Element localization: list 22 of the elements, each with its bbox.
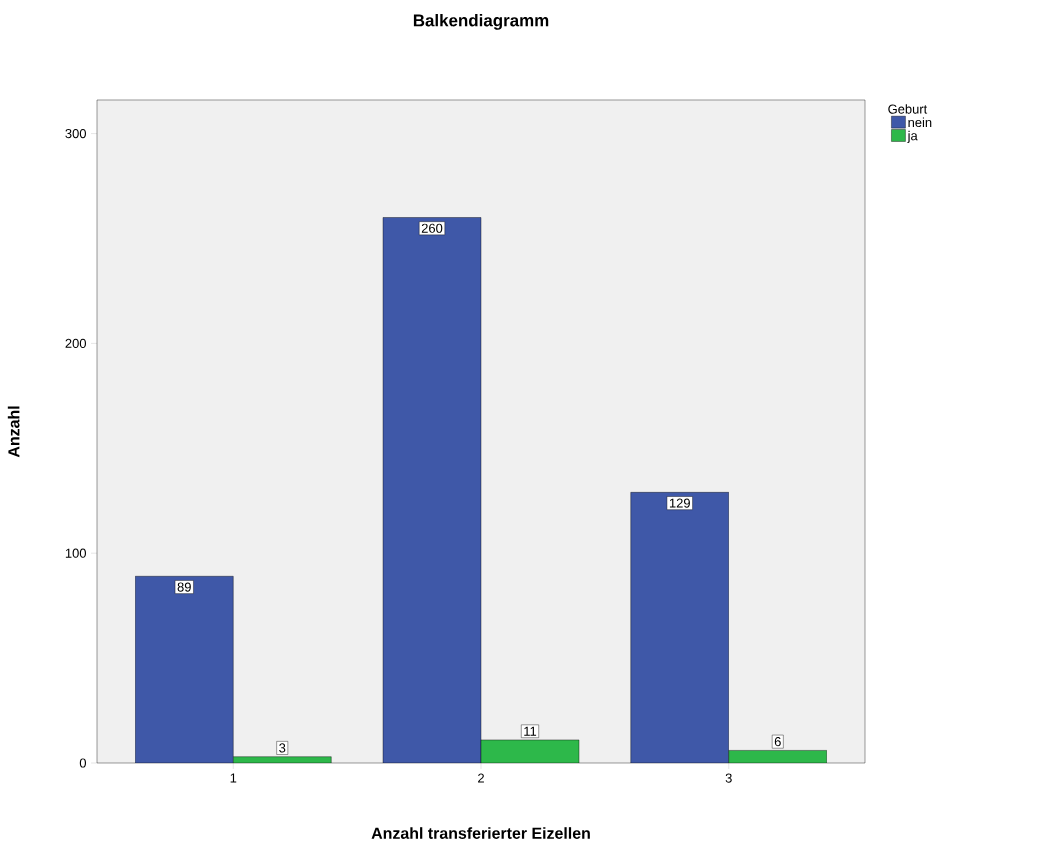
y-tick-label: 100 <box>65 548 86 558</box>
chart-title: Balkendiagramm <box>413 13 549 30</box>
data-label: 89 <box>177 582 191 592</box>
bar <box>135 576 234 763</box>
x-tick-label: 2 <box>478 773 484 783</box>
legend-title: Geburt <box>888 104 928 114</box>
x-tick-label: 1 <box>230 773 237 783</box>
data-label: 11 <box>524 726 537 736</box>
y-tick-label: 300 <box>65 128 86 139</box>
y-tick-label: 0 <box>79 758 87 768</box>
x-tick-label: 3 <box>725 773 732 783</box>
data-label: 6 <box>774 737 781 747</box>
data-label: 260 <box>421 223 443 233</box>
y-tick-label: 200 <box>65 338 86 348</box>
data-label: 129 <box>669 498 690 508</box>
bar <box>630 492 729 763</box>
y-axis-title: Anzahl <box>7 406 20 458</box>
data-label: 3 <box>279 743 286 753</box>
x-axis-title: Anzahl transferierter Eizellen <box>371 827 590 839</box>
legend-label: nein <box>908 117 932 127</box>
legend-label: ja <box>907 130 918 143</box>
bar <box>383 217 481 763</box>
